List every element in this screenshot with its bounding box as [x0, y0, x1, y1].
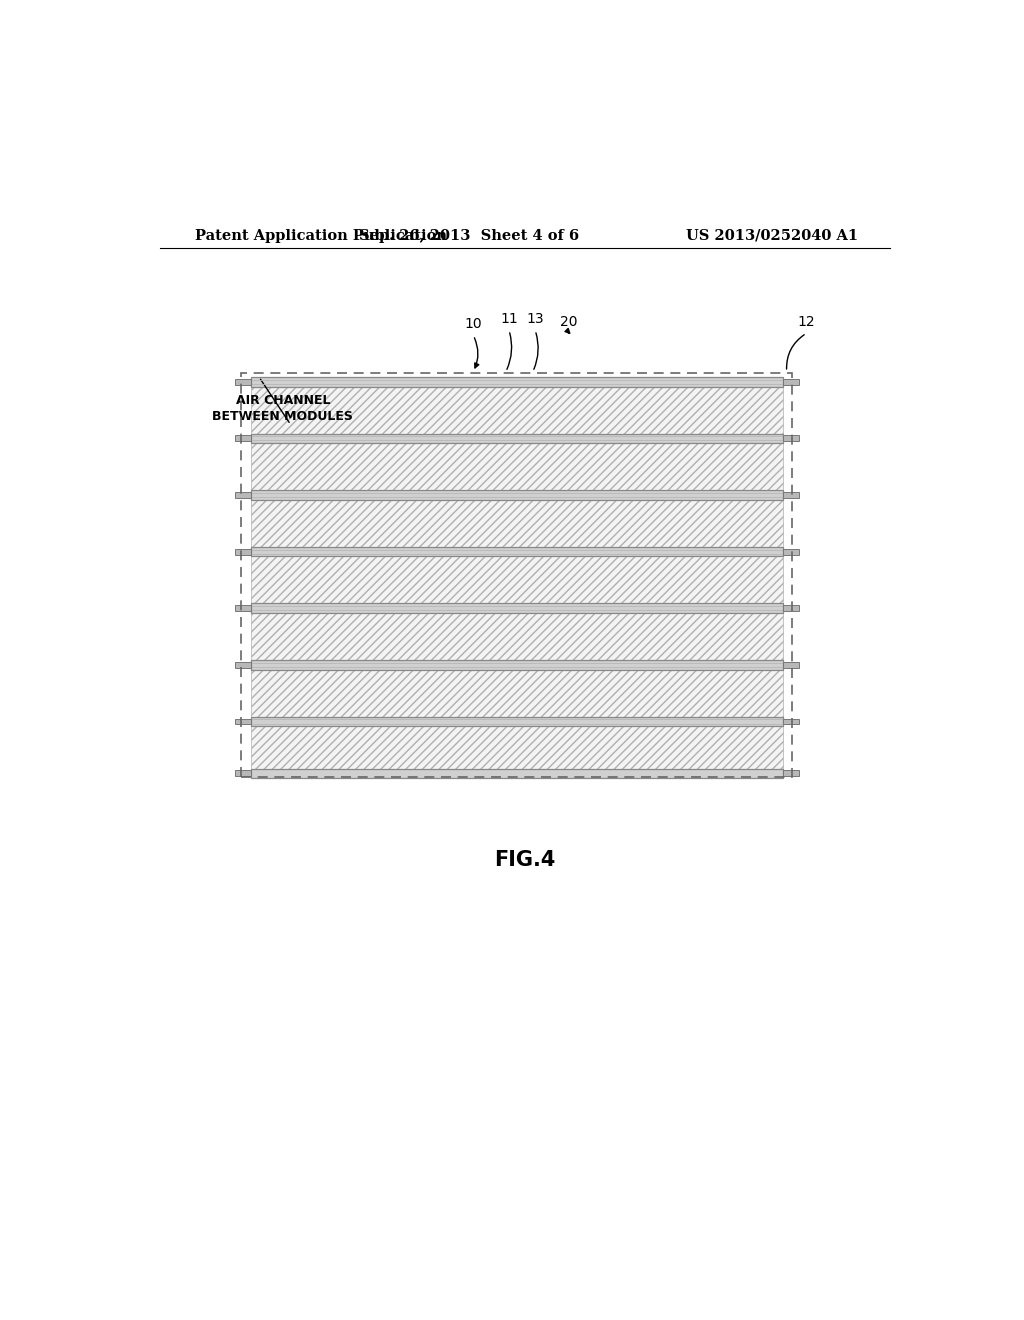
Polygon shape [251, 433, 782, 490]
Text: FIG.4: FIG.4 [495, 850, 555, 870]
Polygon shape [251, 768, 782, 777]
Polygon shape [236, 718, 251, 725]
Polygon shape [251, 378, 782, 433]
Polygon shape [782, 436, 799, 441]
Polygon shape [236, 771, 251, 776]
Text: US 2013/0252040 A1: US 2013/0252040 A1 [686, 228, 858, 243]
Polygon shape [251, 490, 782, 546]
Polygon shape [251, 546, 782, 603]
Text: Sep. 26, 2013  Sheet 4 of 6: Sep. 26, 2013 Sheet 4 of 6 [359, 228, 580, 243]
Polygon shape [236, 492, 251, 498]
Polygon shape [251, 603, 782, 660]
Text: 12: 12 [798, 315, 815, 329]
Polygon shape [782, 771, 799, 776]
Polygon shape [251, 717, 782, 726]
Polygon shape [251, 490, 782, 500]
Polygon shape [251, 717, 782, 774]
Text: 11: 11 [500, 312, 518, 326]
Polygon shape [782, 718, 799, 725]
Polygon shape [236, 549, 251, 554]
Polygon shape [236, 606, 251, 611]
Text: 20: 20 [560, 315, 578, 329]
Text: Patent Application Publication: Patent Application Publication [196, 228, 447, 243]
Polygon shape [236, 663, 251, 668]
Polygon shape [782, 663, 799, 668]
Polygon shape [251, 378, 782, 387]
Polygon shape [251, 546, 782, 557]
Polygon shape [251, 603, 782, 612]
Polygon shape [236, 379, 251, 384]
Polygon shape [251, 660, 782, 669]
Polygon shape [251, 660, 782, 717]
Polygon shape [782, 492, 799, 498]
Text: AIR CHANNEL
BETWEEN MODULES: AIR CHANNEL BETWEEN MODULES [212, 393, 353, 422]
Text: 13: 13 [526, 312, 544, 326]
Polygon shape [251, 433, 782, 444]
Polygon shape [236, 436, 251, 441]
Polygon shape [782, 606, 799, 611]
Polygon shape [782, 549, 799, 554]
Text: 10: 10 [465, 317, 482, 331]
Polygon shape [782, 379, 799, 384]
